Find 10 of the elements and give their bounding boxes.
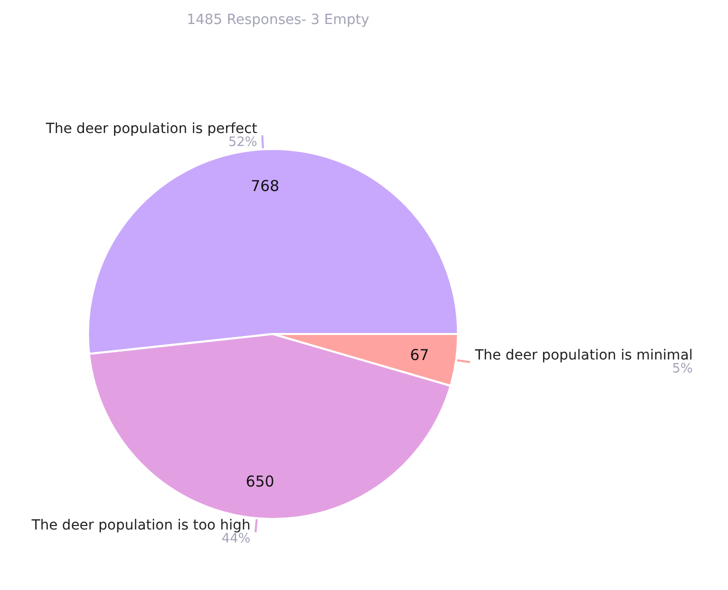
data-label: 768	[250, 177, 280, 196]
chart-title: 1485 Responses- 3 Empty	[186, 12, 370, 28]
data-label: 67	[410, 346, 430, 364]
slice-label: The deer population is too high	[30, 518, 251, 534]
text: 52%	[228, 134, 258, 150]
text: 44%	[222, 532, 251, 547]
text: 5%	[672, 362, 693, 377]
slice-label: The deer population is minimal	[474, 348, 693, 364]
slice-label: The deer population is perfect	[44, 120, 258, 137]
data-label: 650	[246, 472, 274, 490]
